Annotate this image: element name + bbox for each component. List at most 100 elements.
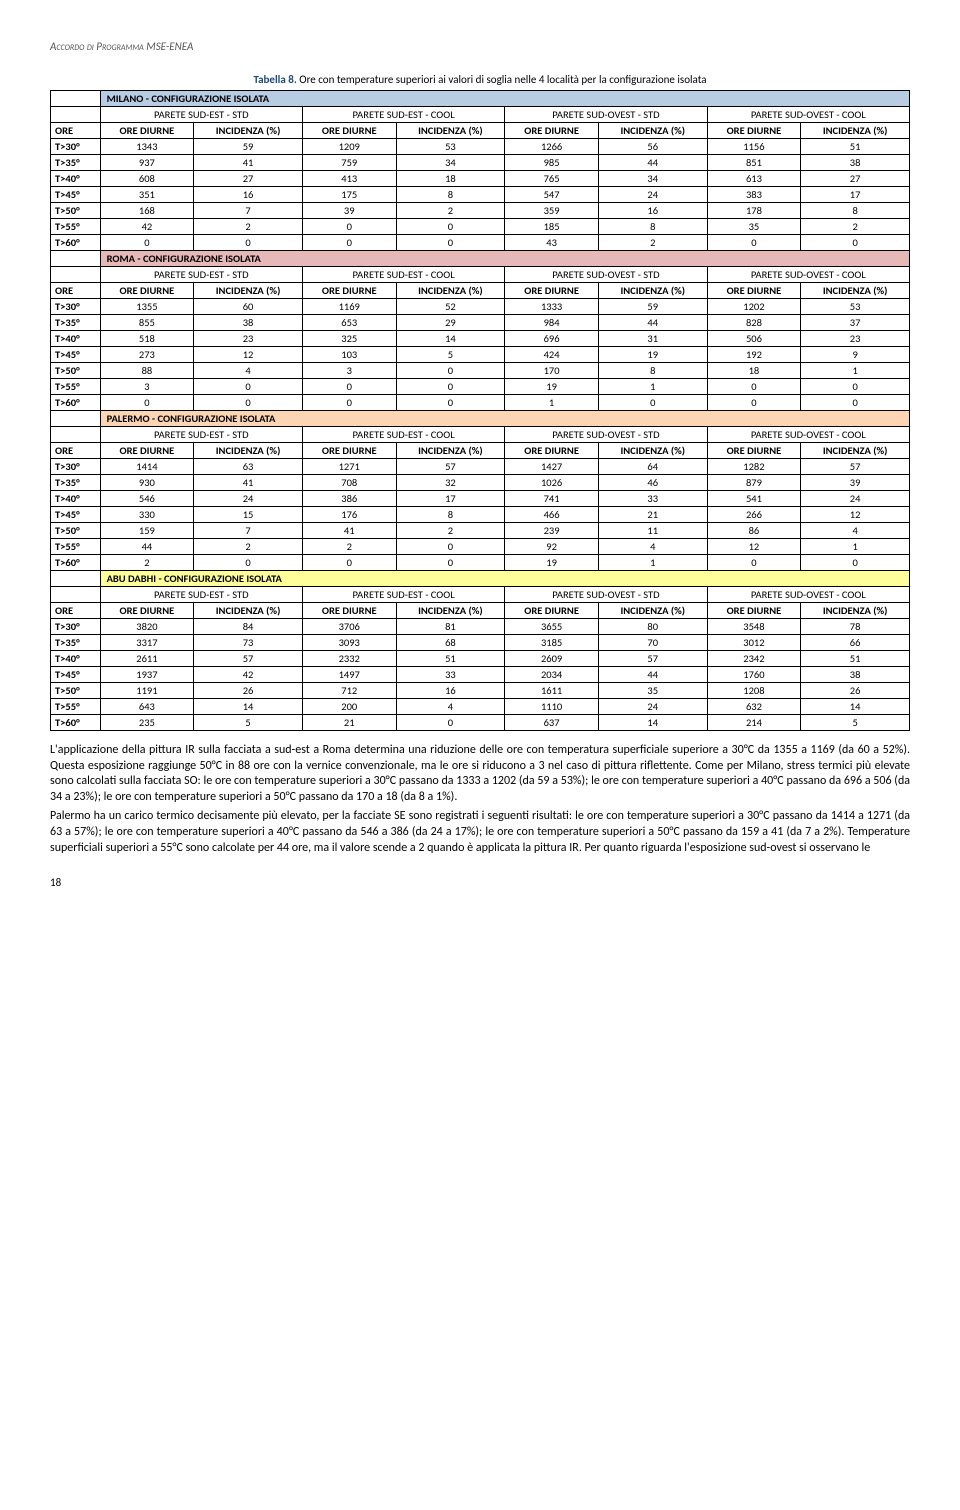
data-cell: 19 [598,347,707,363]
sub-col-header: INCIDENZA (%) [598,123,707,139]
col-group-header: PARETE SUD-EST - COOL [302,107,504,123]
data-cell: 239 [505,523,599,539]
data-cell: 66 [801,635,910,651]
data-cell: 38 [801,667,910,683]
data-cell: 2611 [100,651,194,667]
data-cell: 57 [396,459,505,475]
data-cell: 4 [194,363,303,379]
sub-col-header: INCIDENZA (%) [801,283,910,299]
data-cell: 41 [302,523,396,539]
data-cell: 235 [100,715,194,731]
col-group-header: PARETE SUD-OVEST - COOL [707,267,909,283]
city-title: ABU DABHI - CONFIGURAZIONE ISOLATA [100,571,909,587]
data-cell: 38 [194,315,303,331]
data-cell: 78 [801,619,910,635]
data-cell: 0 [302,395,396,411]
data-cell: 3548 [707,619,801,635]
data-cell: 273 [100,347,194,363]
row-label: T>45° [51,667,101,683]
data-cell: 26 [194,683,303,699]
data-cell: 0 [194,395,303,411]
data-cell: 192 [707,347,801,363]
sub-col-header: INCIDENZA (%) [194,123,303,139]
city-title: ROMA - CONFIGURAZIONE ISOLATA [100,251,909,267]
data-cell: 34 [598,171,707,187]
blank-cell [51,427,101,443]
data-cell: 46 [598,475,707,491]
data-cell: 18 [707,363,801,379]
data-cell: 33 [598,491,707,507]
data-cell: 200 [302,699,396,715]
data-cell: 1343 [100,139,194,155]
sub-col-header: ORE DIURNE [505,283,599,299]
data-cell: 51 [396,651,505,667]
row-label: T>60° [51,395,101,411]
data-cell: 0 [302,379,396,395]
data-cell: 81 [396,619,505,635]
col-group-header: PARETE SUD-OVEST - STD [505,107,707,123]
data-cell: 39 [302,203,396,219]
data-cell: 3820 [100,619,194,635]
data-cell: 26 [801,683,910,699]
data-cell: 2609 [505,651,599,667]
data-cell: 765 [505,171,599,187]
caption-lead: Tabella 8. [253,73,296,86]
data-cell: 4 [396,699,505,715]
data-cell: 8 [801,203,910,219]
data-cell: 68 [396,635,505,651]
data-cell: 0 [707,555,801,571]
data-cell: 0 [396,379,505,395]
body-text: L'applicazione della pittura IR sulla fa… [50,743,910,856]
data-cell: 0 [801,395,910,411]
data-cell: 3706 [302,619,396,635]
row-label: T>40° [51,331,101,347]
data-cell: 741 [505,491,599,507]
row-label: T>55° [51,539,101,555]
row-label: T>50° [51,203,101,219]
data-cell: 21 [598,507,707,523]
blank-cell [51,587,101,603]
data-cell: 59 [598,299,707,315]
data-cell: 3185 [505,635,599,651]
sub-col-header: INCIDENZA (%) [801,123,910,139]
data-cell: 35 [598,683,707,699]
data-cell: 330 [100,507,194,523]
data-cell: 643 [100,699,194,715]
data-cell: 44 [598,155,707,171]
data-cell: 159 [100,523,194,539]
sub-col-header: ORE DIURNE [302,443,396,459]
col-group-header: PARETE SUD-EST - COOL [302,427,504,443]
paragraph-2: Palermo ha un carico termico decisamente… [50,809,910,856]
sub-col-header: ORE DIURNE [100,603,194,619]
data-cell: 185 [505,219,599,235]
row-label: T>60° [51,235,101,251]
data-cell: 518 [100,331,194,347]
row-label: T>55° [51,379,101,395]
data-cell: 3012 [707,635,801,651]
data-cell: 12 [801,507,910,523]
data-cell: 0 [396,219,505,235]
data-cell: 383 [707,187,801,203]
sub-col-header: ORE DIURNE [302,603,396,619]
data-cell: 506 [707,331,801,347]
sub-col-header: INCIDENZA (%) [598,283,707,299]
data-cell: 168 [100,203,194,219]
row-label: T>50° [51,363,101,379]
data-cell: 8 [396,187,505,203]
city-title: MILANO - CONFIGURAZIONE ISOLATA [100,91,909,107]
data-cell: 1427 [505,459,599,475]
row-label: T>50° [51,523,101,539]
data-cell: 3 [302,363,396,379]
data-cell: 70 [598,635,707,651]
data-cell: 44 [598,315,707,331]
data-cell: 984 [505,315,599,331]
data-cell: 708 [302,475,396,491]
data-cell: 2 [100,555,194,571]
data-cell: 19 [505,555,599,571]
data-cell: 17 [396,491,505,507]
row-label: T>60° [51,715,101,731]
col-group-header: PARETE SUD-EST - COOL [302,587,504,603]
data-cell: 2 [194,219,303,235]
sub-col-header: ORE [51,443,101,459]
data-cell: 34 [396,155,505,171]
